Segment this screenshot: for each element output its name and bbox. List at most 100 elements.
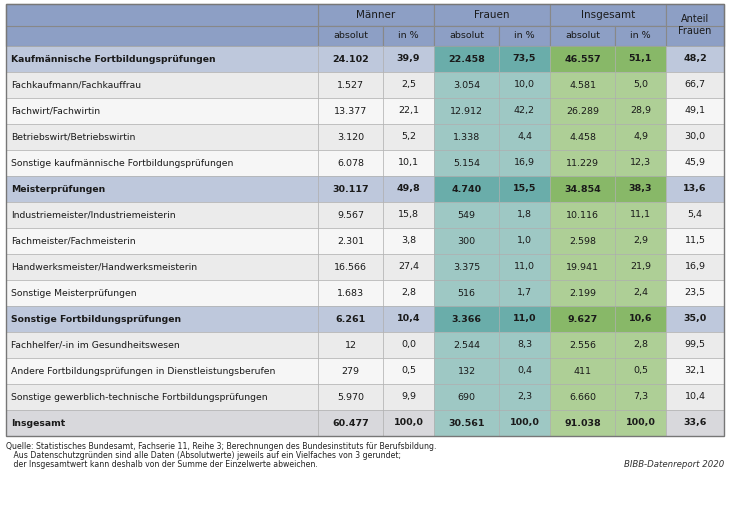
Bar bbox=[318, 384, 383, 410]
Bar bbox=[666, 358, 724, 384]
Bar bbox=[6, 280, 318, 306]
Text: 10.116: 10.116 bbox=[566, 210, 599, 219]
Text: der Insgesamtwert kann deshalb von der Summe der Einzelwerte abweichen.: der Insgesamtwert kann deshalb von der S… bbox=[6, 460, 318, 469]
Bar bbox=[666, 72, 724, 98]
Text: 42,2: 42,2 bbox=[514, 107, 535, 115]
Bar bbox=[434, 124, 499, 150]
Bar bbox=[318, 72, 383, 98]
Bar bbox=[666, 202, 724, 228]
Bar bbox=[383, 72, 434, 98]
Bar bbox=[499, 384, 550, 410]
Bar bbox=[615, 254, 666, 280]
Text: 19.941: 19.941 bbox=[566, 263, 599, 271]
Bar bbox=[434, 176, 499, 202]
Bar bbox=[318, 4, 434, 26]
Bar bbox=[499, 358, 550, 384]
Bar bbox=[318, 332, 383, 358]
Text: 2,3: 2,3 bbox=[517, 393, 532, 401]
Text: 3.375: 3.375 bbox=[453, 263, 480, 271]
Text: 27,4: 27,4 bbox=[398, 263, 419, 271]
Bar bbox=[666, 4, 724, 46]
Bar bbox=[550, 124, 615, 150]
Bar bbox=[550, 332, 615, 358]
Text: 99,5: 99,5 bbox=[685, 340, 705, 350]
Text: 1,7: 1,7 bbox=[517, 289, 532, 298]
Bar bbox=[550, 358, 615, 384]
Bar bbox=[499, 176, 550, 202]
Bar bbox=[666, 254, 724, 280]
Text: 13,6: 13,6 bbox=[683, 184, 707, 194]
Text: 10,6: 10,6 bbox=[629, 314, 652, 324]
Bar bbox=[383, 332, 434, 358]
Text: 49,8: 49,8 bbox=[396, 184, 420, 194]
Bar bbox=[666, 176, 724, 202]
Text: 3,8: 3,8 bbox=[401, 237, 416, 245]
Bar bbox=[434, 306, 499, 332]
Text: 2,4: 2,4 bbox=[633, 289, 648, 298]
Bar bbox=[318, 228, 383, 254]
Bar bbox=[6, 410, 318, 436]
Text: 516: 516 bbox=[458, 289, 475, 298]
Bar bbox=[499, 202, 550, 228]
Bar bbox=[383, 124, 434, 150]
Text: 9.627: 9.627 bbox=[567, 314, 598, 324]
Text: 0,4: 0,4 bbox=[517, 366, 532, 375]
Text: BIBB-Datenreport 2020: BIBB-Datenreport 2020 bbox=[623, 460, 724, 469]
Text: 132: 132 bbox=[458, 366, 475, 375]
Text: 73,5: 73,5 bbox=[512, 54, 537, 64]
Text: Frauen: Frauen bbox=[474, 10, 510, 20]
Text: in %: in % bbox=[398, 31, 419, 41]
Bar bbox=[383, 384, 434, 410]
Text: 2.199: 2.199 bbox=[569, 289, 596, 298]
Bar bbox=[318, 176, 383, 202]
Text: 10,4: 10,4 bbox=[685, 393, 705, 401]
Bar bbox=[434, 254, 499, 280]
Text: 9,9: 9,9 bbox=[401, 393, 416, 401]
Bar bbox=[383, 306, 434, 332]
Text: absolut: absolut bbox=[449, 31, 484, 41]
Text: 5.970: 5.970 bbox=[337, 393, 364, 401]
Text: 51,1: 51,1 bbox=[629, 54, 652, 64]
Text: 1,8: 1,8 bbox=[517, 210, 532, 219]
Bar bbox=[550, 306, 615, 332]
Bar bbox=[615, 26, 666, 46]
Text: in %: in % bbox=[630, 31, 651, 41]
Text: 38,3: 38,3 bbox=[629, 184, 652, 194]
Bar bbox=[6, 332, 318, 358]
Text: 11,0: 11,0 bbox=[512, 314, 537, 324]
Text: 3.366: 3.366 bbox=[451, 314, 482, 324]
Bar bbox=[550, 280, 615, 306]
Text: 30,0: 30,0 bbox=[685, 133, 706, 142]
Bar bbox=[6, 4, 318, 46]
Text: 0,0: 0,0 bbox=[401, 340, 416, 350]
Bar bbox=[434, 26, 499, 46]
Bar bbox=[434, 98, 499, 124]
Bar bbox=[615, 124, 666, 150]
Text: Fachwirt/Fachwirtin: Fachwirt/Fachwirtin bbox=[11, 107, 100, 115]
Bar bbox=[434, 332, 499, 358]
Text: Anteil
Frauen: Anteil Frauen bbox=[678, 14, 712, 36]
Text: Kaufmännische Fortbildungsprüfungen: Kaufmännische Fortbildungsprüfungen bbox=[11, 54, 215, 64]
Text: 6.660: 6.660 bbox=[569, 393, 596, 401]
Text: 15,8: 15,8 bbox=[398, 210, 419, 219]
Bar bbox=[666, 98, 724, 124]
Bar bbox=[434, 4, 550, 26]
Bar bbox=[550, 150, 615, 176]
Bar bbox=[550, 228, 615, 254]
Bar bbox=[550, 46, 615, 72]
Text: 4.740: 4.740 bbox=[451, 184, 482, 194]
Text: 11.229: 11.229 bbox=[566, 158, 599, 168]
Text: Fachhelfer/-in im Gesundheitswesen: Fachhelfer/-in im Gesundheitswesen bbox=[11, 340, 180, 350]
Bar bbox=[318, 254, 383, 280]
Bar bbox=[499, 150, 550, 176]
Bar bbox=[434, 384, 499, 410]
Text: 100,0: 100,0 bbox=[626, 419, 656, 428]
Bar bbox=[499, 254, 550, 280]
Text: 5.154: 5.154 bbox=[453, 158, 480, 168]
Bar bbox=[615, 358, 666, 384]
Text: 15,5: 15,5 bbox=[512, 184, 537, 194]
Text: 2.301: 2.301 bbox=[337, 237, 364, 245]
Text: Insgesamt: Insgesamt bbox=[11, 419, 65, 428]
Text: 300: 300 bbox=[458, 237, 475, 245]
Bar bbox=[318, 202, 383, 228]
